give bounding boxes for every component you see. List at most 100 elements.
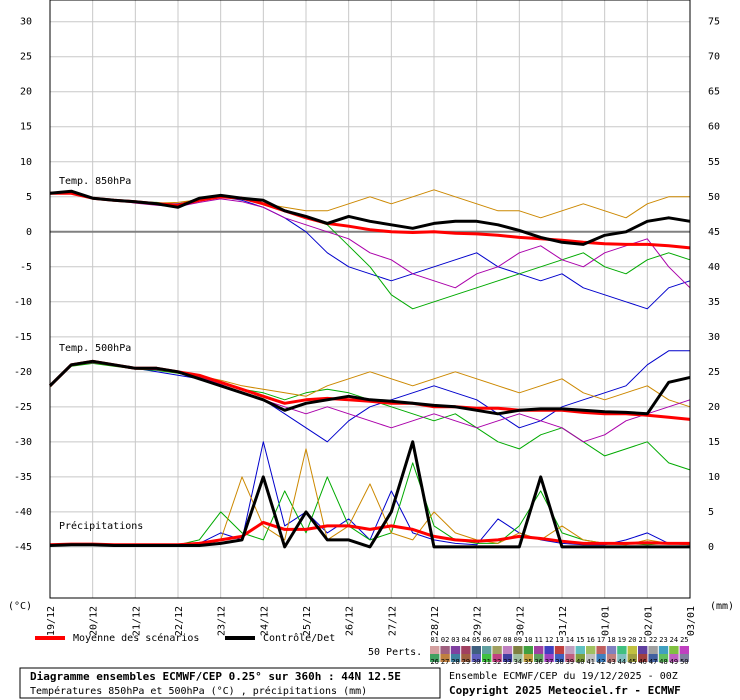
lines (48, 189, 691, 549)
y2-tick-label: 30 (708, 332, 720, 343)
y-tick-label: -10 (14, 297, 32, 308)
y2-tick-label: 65 (708, 87, 720, 98)
member-swatch (450, 646, 461, 654)
member-swatch (606, 654, 617, 662)
x-tick-label: 26/12 (345, 606, 356, 636)
y2-tick-label: 60 (708, 122, 720, 133)
member-label: 25 (680, 636, 688, 644)
member-swatch (502, 654, 513, 662)
y-tick-label: 30 (20, 17, 32, 28)
member-label: 14 (566, 636, 574, 644)
y2-tick-label: 0 (708, 542, 714, 553)
y-tick-label: 15 (20, 122, 32, 133)
y-axis-label: (°C) (8, 601, 32, 612)
x-tick-label: 25/12 (302, 606, 313, 636)
member-label: 28 (451, 658, 459, 666)
member-label: 40 (576, 658, 584, 666)
member-label: 15 (576, 636, 584, 644)
member-swatch (565, 646, 575, 654)
member-label: 44 (618, 658, 626, 666)
member-label: 35 (524, 658, 532, 666)
member-swatch (492, 646, 502, 654)
member-swatch (523, 654, 533, 662)
y2-tick-label: 75 (708, 17, 720, 28)
member-label: 10 (524, 636, 532, 644)
y2-tick-label: 50 (708, 192, 720, 203)
x-tick-label: 20/12 (89, 606, 100, 636)
x-tick-label: 29/12 (473, 606, 484, 636)
member-label: 43 (607, 658, 615, 666)
member-swatch (658, 654, 669, 662)
panel-label: Précipitations (59, 520, 143, 532)
member-swatch (638, 654, 648, 662)
footer-subtitle: Températures 850hPa et 500hPa (°C) , pré… (30, 685, 367, 697)
member-label: 45 (628, 658, 636, 666)
legend-label: Contrôle/Det (263, 632, 335, 644)
copyright: Copyright 2025 Meteociel.fr - ECMWF (449, 684, 681, 697)
y-tick-label: 0 (26, 227, 32, 238)
member-swatch (534, 654, 544, 662)
y2-tick-label: 25 (708, 367, 720, 378)
member-swatch (648, 646, 658, 654)
y2-tick-label: 55 (708, 157, 720, 168)
member-swatch (440, 646, 450, 654)
member-label: 50 (680, 658, 688, 666)
member-swatch (544, 646, 554, 654)
member-label: 12 (545, 636, 553, 644)
footer-box (19, 667, 441, 699)
member-swatch (430, 646, 440, 654)
member-swatch (534, 646, 544, 654)
member-swatch (523, 646, 533, 654)
member-label: 39 (566, 658, 574, 666)
member-label: 41 (586, 658, 594, 666)
member-label: 33 (503, 658, 511, 666)
member-swatch (596, 646, 606, 654)
member-label: 48 (659, 658, 667, 666)
member-label: 26 (430, 658, 438, 666)
member-label: 30 (472, 658, 480, 666)
x-tick-label: 03/01 (686, 606, 697, 636)
member-swatch (461, 646, 471, 654)
member-label: 07 (493, 636, 501, 644)
member-label: 19 (618, 636, 626, 644)
footer-title: Diagramme ensembles ECMWF/CEP 0.25° sur … (30, 670, 401, 683)
x-tick-label: 23/12 (217, 606, 228, 636)
y2-tick-label: 70 (708, 52, 720, 63)
member-swatch (658, 646, 669, 654)
x-tick-label: 01/01 (601, 606, 612, 636)
y2-tick-label: 5 (708, 507, 714, 518)
y2-tick-label: 10 (708, 472, 720, 483)
member-swatch (575, 654, 585, 662)
member-label: 17 (597, 636, 605, 644)
series-line (49, 440, 690, 549)
member-swatch (471, 654, 481, 662)
member-label: 18 (607, 636, 615, 644)
member-label: 13 (555, 636, 563, 644)
member-swatch (669, 646, 679, 654)
x-tick-label: 28/12 (430, 606, 441, 636)
x-tick-label: 19/12 (46, 606, 57, 636)
member-swatch (596, 654, 606, 662)
member-swatch (669, 654, 679, 662)
member-swatch (617, 646, 627, 654)
member-label: 31 (482, 658, 490, 666)
member-swatch (586, 654, 596, 662)
y-tick-label: 20 (20, 87, 32, 98)
member-label: 46 (638, 658, 646, 666)
x-tick-label: 22/12 (174, 606, 185, 636)
x-tick-label: 31/12 (558, 606, 569, 636)
y-tick-label: -20 (14, 367, 32, 378)
member-label: 34 (514, 658, 522, 666)
y-tick-label: 25 (20, 52, 32, 63)
member-swatch (430, 654, 440, 662)
member-swatch (513, 646, 523, 654)
member-label: 23 (659, 636, 667, 644)
y2-tick-label: 20 (708, 402, 720, 413)
y2-tick-label: 15 (708, 437, 720, 448)
member-swatch (544, 654, 554, 662)
member-swatch (554, 646, 565, 654)
y-tick-label: -5 (20, 262, 32, 273)
member-label: 05 (472, 636, 480, 644)
member-swatch (492, 654, 502, 662)
member-label: 08 (503, 636, 511, 644)
